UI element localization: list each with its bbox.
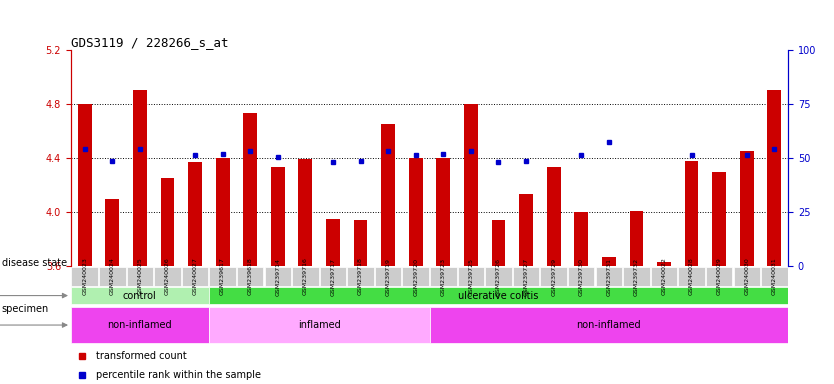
Text: GSM239727: GSM239727 [524,257,529,296]
Text: non-inflamed: non-inflamed [576,320,641,330]
Text: GSM239729: GSM239729 [551,257,556,296]
Text: GSM240025: GSM240025 [138,258,143,295]
Bar [436,158,450,266]
Bar [264,267,291,286]
Bar [464,104,478,266]
Text: GSM239723: GSM239723 [441,257,446,296]
Bar [706,267,732,286]
Text: GSM239720: GSM239720 [413,258,418,296]
Bar [154,267,181,286]
Bar [271,167,284,266]
Text: GDS3119 / 228266_s_at: GDS3119 / 228266_s_at [71,36,229,49]
Bar [568,267,595,286]
Bar [71,287,208,305]
Text: GSM239731: GSM239731 [606,258,611,296]
Bar [685,161,699,266]
Bar [182,267,208,286]
Text: inflamed: inflamed [298,320,340,330]
Bar [409,158,423,266]
Text: GSM239732: GSM239732 [634,257,639,296]
Bar [712,172,726,266]
Text: specimen: specimen [2,304,49,314]
Bar [734,267,760,286]
Bar [72,267,98,286]
Bar [403,267,429,286]
Text: GSM239618: GSM239618 [248,258,253,295]
Text: non-inflamed: non-inflamed [108,320,172,330]
Bar [740,151,754,266]
Text: GSM240023: GSM240023 [83,258,88,295]
Bar [127,267,153,286]
Bar [602,257,615,266]
Bar [430,267,456,286]
Text: GSM239725: GSM239725 [469,258,474,296]
Bar [244,113,257,266]
Bar [381,124,395,266]
Bar [99,267,125,286]
Bar [623,267,650,286]
Bar [188,162,202,266]
Text: GSM239719: GSM239719 [385,258,390,296]
Bar [595,267,622,286]
Text: GSM239730: GSM239730 [579,258,584,296]
Bar [430,307,788,343]
Bar [292,267,319,286]
Text: GSM240031: GSM240031 [771,258,776,295]
Bar [491,220,505,266]
Bar [78,104,92,266]
Bar [71,307,208,343]
Bar [299,159,312,266]
Bar [319,267,346,286]
Bar [651,267,677,286]
Text: GSM239718: GSM239718 [358,258,363,295]
Text: GSM239726: GSM239726 [496,258,501,296]
Text: control: control [123,291,157,301]
Bar [678,267,705,286]
Bar [133,91,147,266]
Text: GSM240027: GSM240027 [193,258,198,295]
Bar [458,267,484,286]
Bar [630,211,643,266]
Bar [237,267,264,286]
Bar [657,262,671,266]
Text: GSM239716: GSM239716 [303,258,308,295]
Text: ulcerative colitis: ulcerative colitis [459,291,539,301]
Text: disease state: disease state [2,258,67,268]
Text: GSM240024: GSM240024 [110,258,115,295]
Bar [354,220,368,266]
Bar [547,167,560,266]
Text: GSM240026: GSM240026 [165,258,170,295]
Bar [375,267,401,286]
Bar [105,199,119,266]
Bar [540,267,567,286]
Text: GSM239617: GSM239617 [220,258,225,295]
Bar [513,267,540,286]
Bar [575,212,588,266]
Bar [761,267,787,286]
Bar [209,267,236,286]
Text: GSM239717: GSM239717 [330,258,335,296]
Text: GSM240029: GSM240029 [716,258,721,295]
Text: GSM240030: GSM240030 [744,258,749,295]
Bar [326,219,340,266]
Bar [347,267,374,286]
Bar [160,178,174,266]
Bar [519,194,533,266]
Text: GSM240022: GSM240022 [661,258,666,295]
Text: GSM239714: GSM239714 [275,258,280,296]
Bar [485,267,512,286]
Text: percentile rank within the sample: percentile rank within the sample [96,370,261,381]
Bar [208,307,430,343]
Bar [208,287,788,305]
Bar [767,91,781,266]
Text: transformed count: transformed count [96,351,187,361]
Bar [216,158,229,266]
Text: GSM240028: GSM240028 [689,258,694,295]
